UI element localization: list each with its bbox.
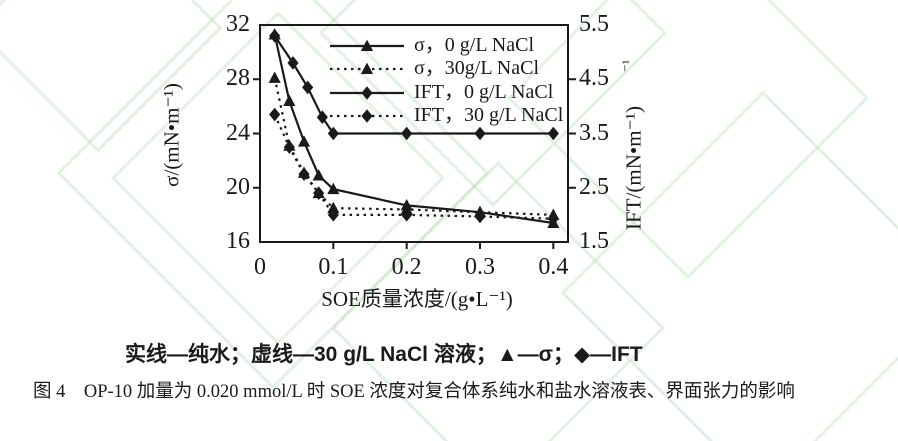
diamond-marker [298, 167, 310, 181]
legend-item-1: σ，0 g/L NaCl [328, 33, 563, 57]
figure-caption: 图 4 OP-10 加量为 0.020 mmol/L 时 SOE 浓度对复合体系… [33, 382, 795, 402]
y-tick-label-right: 4.5 [579, 65, 609, 92]
y-tick-label-left: 16 [226, 228, 250, 254]
y-tick-label-right: 5.5 [579, 11, 609, 37]
legend-sample-triangle [330, 39, 404, 51]
y-tick-label-left: 32 [226, 11, 250, 37]
triangle-marker [297, 135, 311, 147]
legend-sample-diamond [330, 85, 404, 100]
diamond-marker [269, 29, 281, 43]
x-tick-label: 0.2 [391, 254, 422, 280]
series-line-4 [273, 114, 554, 220]
x-tick-label: 0.1 [318, 254, 349, 280]
y-tick-label-right: 2.5 [579, 173, 609, 200]
diamond-marker [287, 56, 299, 70]
diamond-marker [283, 140, 295, 154]
legend-label: σ，0 g/L NaCl [414, 33, 535, 56]
diamond-marker [474, 209, 486, 224]
x-axis-title: SOE质量浓度/(g•L⁻¹) [321, 287, 513, 311]
triangle-marker [283, 94, 296, 106]
legend-label: σ，30g/L NaCl [414, 57, 540, 80]
caption-line-key: 实线—纯水；虚线—30 g/L NaCl 溶液；▲—σ；◆—IFT [125, 343, 643, 366]
legend-sample-triangle [330, 62, 404, 75]
legend-label: IFT，0 g/L NaCl [414, 80, 554, 103]
diamond-marker [327, 126, 339, 141]
diamond-marker [327, 208, 339, 222]
diamond-marker [401, 126, 413, 141]
x-tick-label: 0.3 [465, 254, 495, 280]
y-tick-label-left: 28 [226, 65, 250, 92]
legend-item-3: IFT，0 g/L NaCl [328, 80, 563, 104]
x-tick-label: 0.4 [538, 254, 569, 280]
diamond-marker [474, 126, 486, 141]
legend-item-2: σ，30g/L NaCl [328, 57, 563, 81]
diamond-marker [269, 107, 281, 122]
legend-label: IFT，30 g/L NaCl [414, 104, 564, 127]
triangle-marker [327, 182, 340, 195]
legend-sample-diamond [330, 109, 404, 124]
y-tick-label-right: 3.5 [579, 119, 609, 146]
series-line-2 [273, 77, 554, 216]
chart-legend: σ，0 g/L NaCl σ，30g/L NaCl IFT，0 g/L NaCl IF… [328, 33, 563, 127]
triangle-marker [268, 71, 281, 83]
diamond-marker [401, 208, 413, 222]
diamond-marker [547, 126, 559, 141]
series-line-3 [273, 35, 554, 135]
triangle-marker [312, 169, 325, 181]
diamond-marker [313, 186, 325, 200]
y-tick-label-right: 1.5 [579, 228, 609, 254]
y-tick-label-left: 24 [226, 119, 250, 146]
diamond-marker [302, 80, 314, 95]
x-tick-label: 0 [254, 254, 266, 280]
triangle-marker [327, 201, 340, 214]
diamond-marker [547, 211, 559, 226]
y-axis-title-left: σ/(mN•m⁻¹) [159, 83, 184, 187]
y-tick-label-left: 20 [226, 173, 250, 200]
diamond-marker [316, 110, 328, 125]
legend-item-4: IFT，30 g/L NaCl [328, 104, 563, 128]
